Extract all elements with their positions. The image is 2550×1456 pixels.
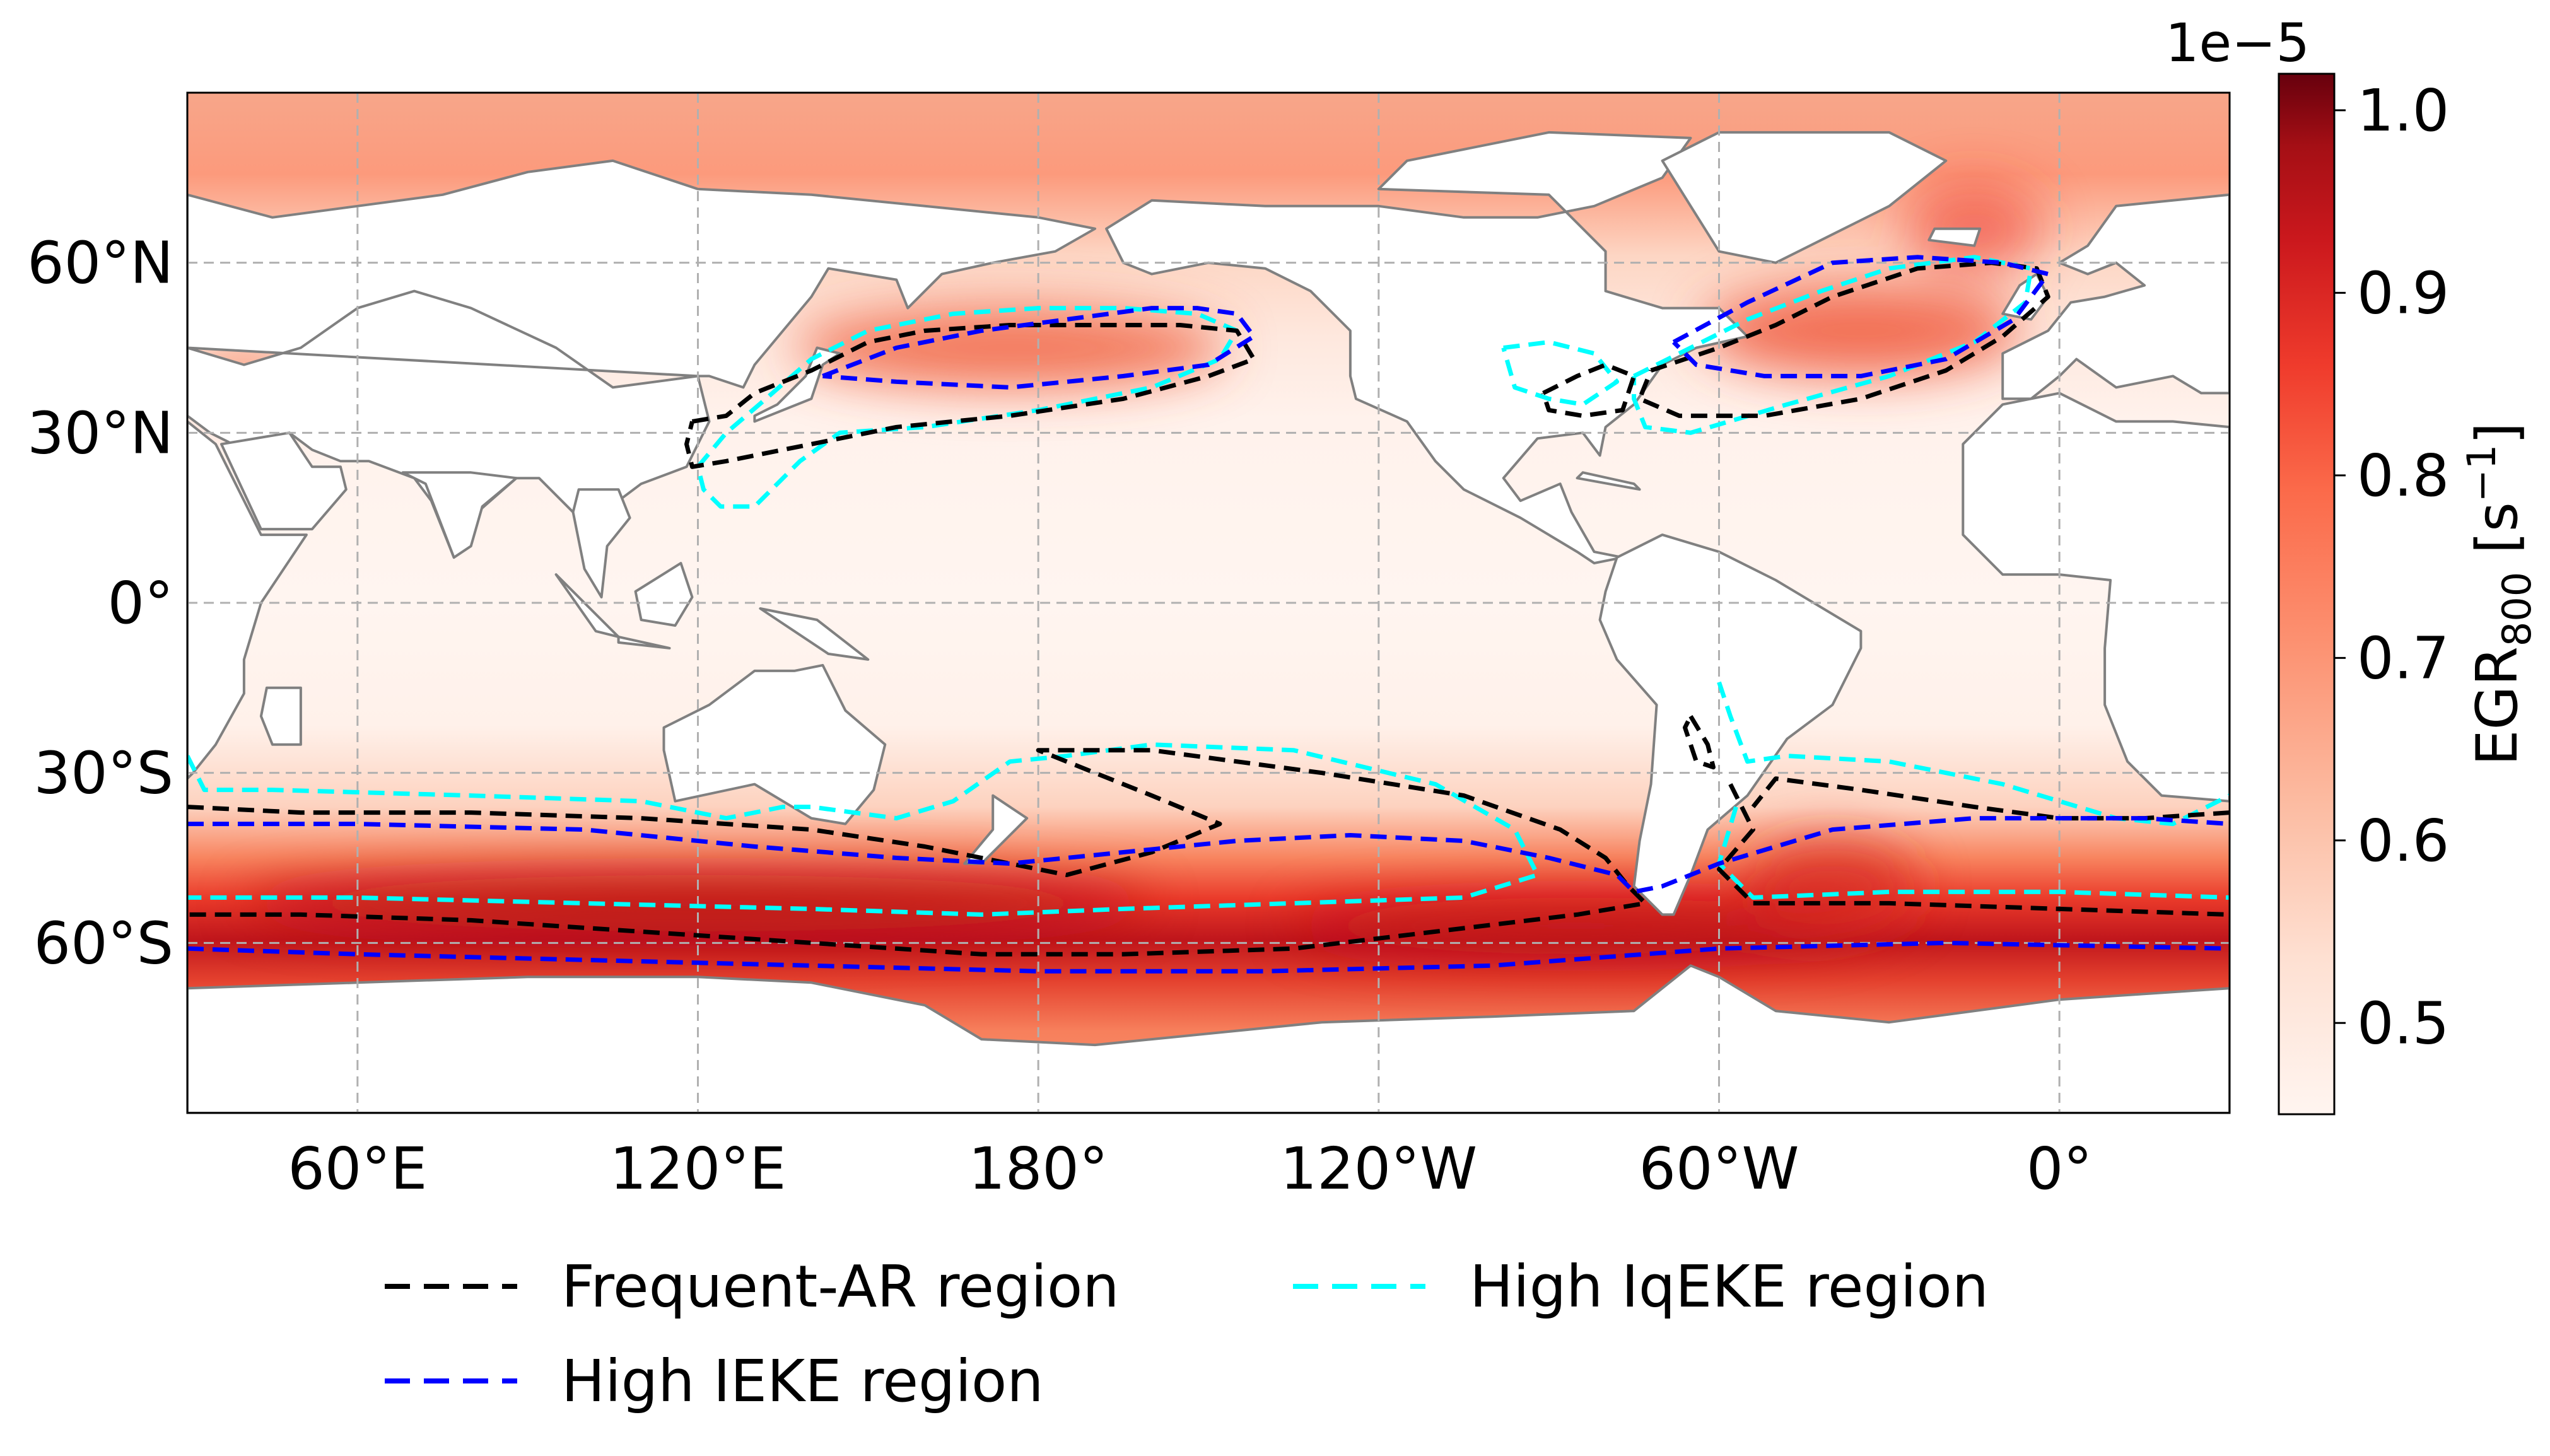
high-ieke-contour [1672, 255, 2050, 378]
colorbar: 0.5 0.6 0.7 0.8 0.9 1.0 1e−5 EGR800 [s−1] [2165, 12, 2540, 1115]
longitude-labels: 60°E 120°E 180° 120°W 60°W 0° [288, 1135, 2092, 1203]
high-ieke-contour [187, 816, 2230, 894]
colorbar-tick-label: 1.0 [2357, 77, 2449, 144]
map-frame [186, 91, 2231, 1114]
legend-label: High IEKE region [561, 1348, 1044, 1415]
high-ieke-contour [187, 940, 2230, 974]
legend: Frequent-AR region High IEKE region High I… [385, 1253, 1989, 1415]
colorbar-tick-label: 0.7 [2357, 624, 2449, 692]
frequent-ar-contour [1717, 783, 2230, 917]
longitude-tick-label: 120°W [1280, 1135, 1478, 1203]
longitude-tick-label: 0° [2027, 1135, 2093, 1203]
map-area: 60°E 120°E 180° 120°W 60°W 0° 60°N30°N0°30°S6… [27, 91, 2231, 1203]
colorbar-ticks: 0.5 0.6 0.7 0.8 0.9 1.0 [2334, 77, 2449, 1057]
latitude-labels: 60°N 30°N 0° 30°S 60°S [27, 230, 173, 977]
latitude-tick-label: 60°N [27, 230, 173, 297]
legend-label: Frequent-AR region [561, 1253, 1120, 1320]
colorbar-tick-label: 0.5 [2357, 989, 2449, 1057]
frequent-ar-contour [187, 748, 1648, 957]
latitude-tick-label: 0° [107, 569, 173, 637]
longitude-tick-label: 120°E [610, 1135, 787, 1203]
high-iqeke-contour [1717, 806, 2230, 900]
high-iqeke-contour [1717, 681, 2230, 827]
latitude-tick-label: 30°S [34, 740, 173, 807]
legend-entry: High IqEKE region [1293, 1253, 1989, 1320]
legend-label: High IqEKE region [1470, 1253, 1989, 1320]
legend-entry: Frequent-AR region [385, 1253, 1120, 1320]
frequent-ar-contour [1683, 714, 1716, 770]
latitude-tick-label: 30°N [27, 399, 173, 467]
gridlines [187, 93, 2230, 1113]
colorbar-tick-label: 0.8 [2357, 442, 2449, 510]
colorbar-tick-label: 0.6 [2357, 807, 2449, 875]
high-iqeke-contour [187, 742, 1540, 917]
colorbar-gradient [2278, 73, 2336, 1115]
colorbar-label: EGR800 [s−1] [2459, 422, 2540, 766]
legend-entry: High IEKE region [385, 1348, 1044, 1415]
frequent-ar-contour [684, 323, 1256, 469]
region-contours [187, 255, 2230, 974]
longitude-tick-label: 180° [968, 1135, 1108, 1203]
frequent-ar-contour [1541, 363, 1637, 418]
colorbar-offset-text: 1e−5 [2165, 12, 2310, 74]
longitude-tick-label: 60°W [1639, 1135, 1799, 1203]
latitude-tick-label: 60°S [34, 909, 173, 977]
high-ieke-contour [822, 306, 1256, 390]
high-iqeke-contour [1501, 340, 1620, 407]
longitude-tick-label: 60°E [288, 1135, 427, 1203]
frequent-ar-contour [1637, 260, 2050, 418]
high-iqeke-contour [696, 306, 1239, 509]
colorbar-tick-label: 0.9 [2357, 259, 2449, 327]
